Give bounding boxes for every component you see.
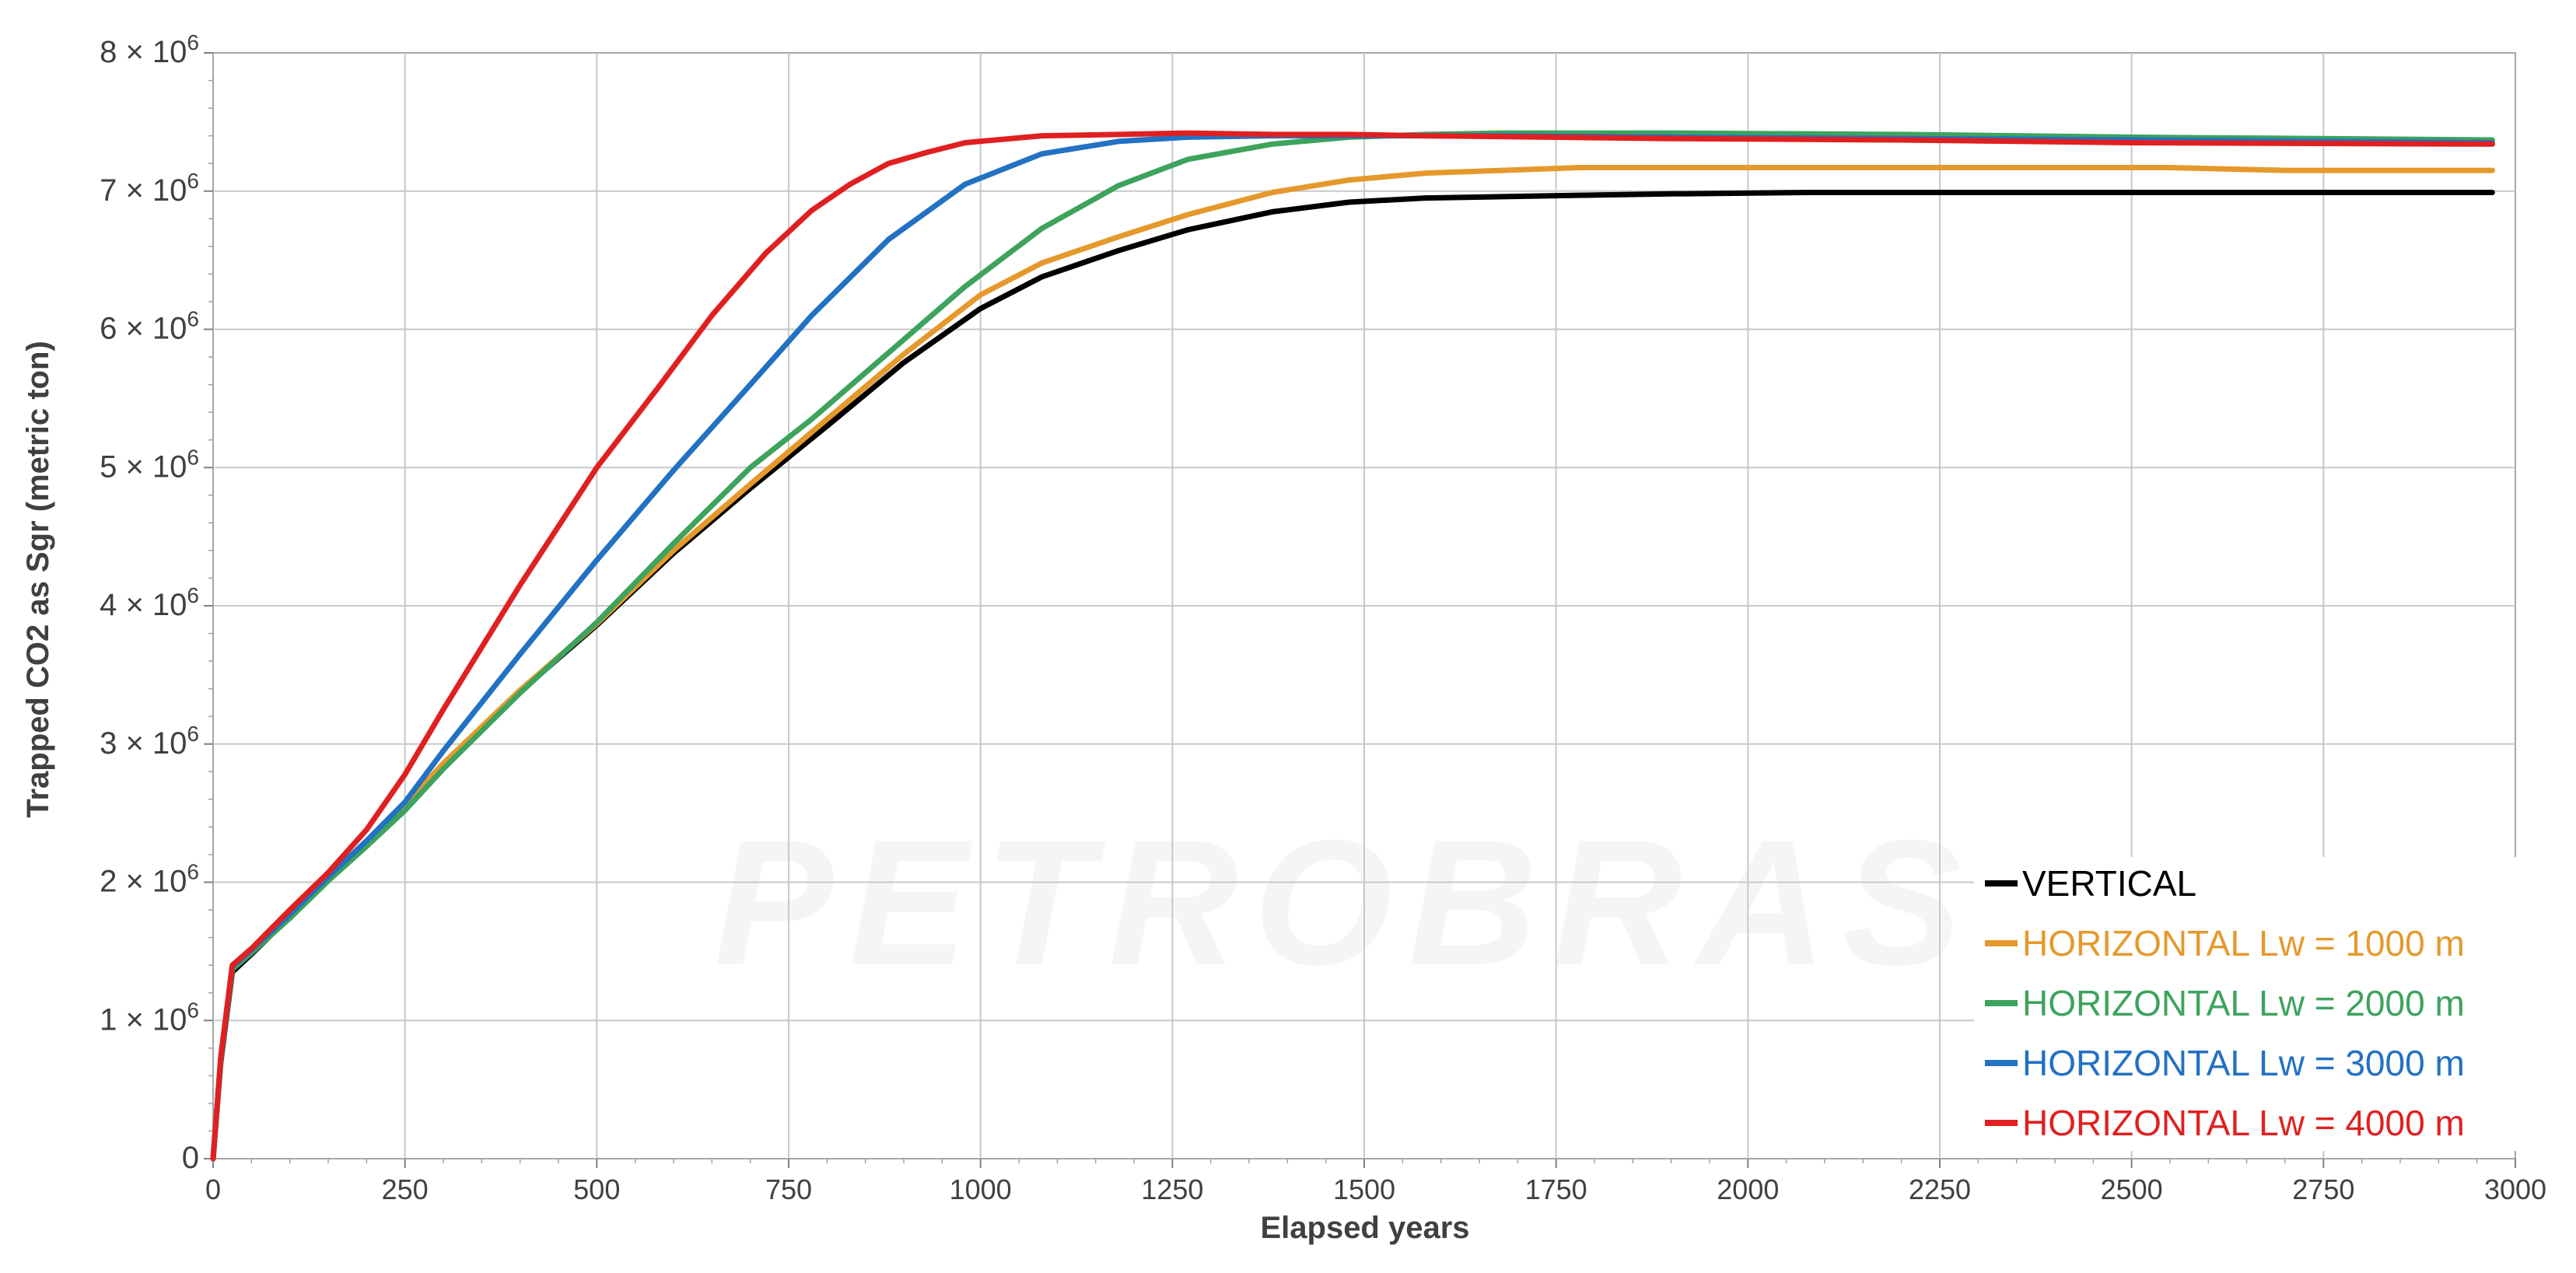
x-tick-label: 750 — [765, 1173, 812, 1205]
series-line — [210, 130, 2495, 1162]
legend-entry: HORIZONTAL Lw = 3000 m — [2022, 1043, 2465, 1083]
y-tick-label: 1 × 106 — [100, 998, 199, 1037]
y-tick-label: 5 × 106 — [100, 445, 199, 484]
x-tick-label: 0 — [205, 1173, 221, 1205]
x-tick-label: 2000 — [1717, 1173, 1779, 1205]
x-axis-label: Elapsed years — [1260, 1211, 1469, 1245]
x-tick-label: 2750 — [2292, 1173, 2354, 1205]
x-tick-label: 1750 — [1525, 1173, 1587, 1205]
legend: VERTICAL HORIZONTAL Lw = 1000 m HORIZONTAL… — [1974, 857, 2518, 1151]
x-tick-label: 2500 — [2101, 1173, 2163, 1205]
y-tick-label: 7 × 106 — [100, 169, 199, 208]
legend-entry: HORIZONTAL Lw = 2000 m — [2022, 983, 2465, 1023]
series-lines — [210, 130, 2495, 1162]
x-tick-label: 1000 — [950, 1173, 1012, 1205]
x-tick-label: 500 — [573, 1173, 620, 1205]
x-tick-label: 3000 — [2484, 1173, 2546, 1205]
y-tick-label: 4 × 106 — [100, 583, 199, 622]
y-axis-label: Trapped CO2 as Sgr (metric ton) — [21, 341, 55, 817]
y-tick-label: 2 × 106 — [100, 860, 199, 899]
y-tick-label: 6 × 106 — [100, 307, 199, 346]
x-tick-label: 1500 — [1333, 1173, 1395, 1205]
grid — [212, 52, 2516, 1159]
legend-entry: HORIZONTAL Lw = 4000 m — [2022, 1103, 2465, 1143]
y-tick-label: 0 — [182, 1141, 199, 1175]
legend-entry: HORIZONTAL Lw = 1000 m — [2022, 923, 2465, 963]
chart-watermark: PETROBRAS — [714, 803, 1977, 1002]
x-tick-label: 2250 — [1909, 1173, 1971, 1205]
legend-box — [1974, 857, 2518, 1151]
y-tick-label: 8 × 106 — [100, 30, 199, 69]
y-tick-label: 3 × 106 — [100, 722, 199, 761]
x-tick-label: 1250 — [1141, 1173, 1203, 1205]
axes: 0 250 500 750 1000 1250 1500 1750 2000 2250 2500 27… — [100, 30, 2546, 1205]
legend-entry: VERTICAL — [2022, 863, 2196, 904]
x-tick-label: 250 — [382, 1173, 429, 1205]
